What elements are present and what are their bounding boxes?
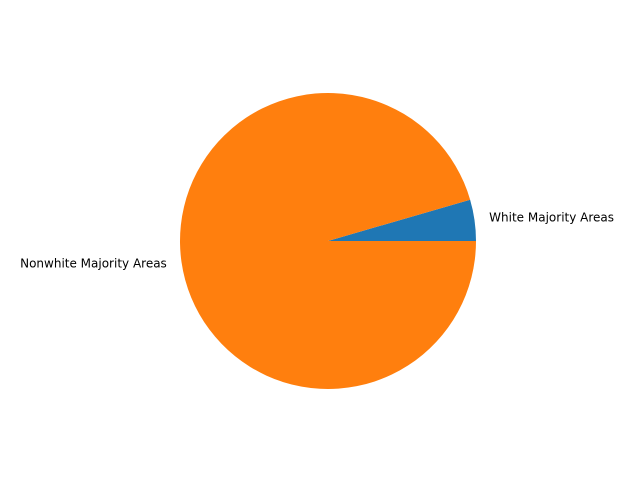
pie-slice-nonwhite-majority-areas xyxy=(180,92,476,389)
pie-labels: White Majority Areas Nonwhite Majority Ar… xyxy=(20,211,614,271)
pie-slice-white-majority-areas xyxy=(328,199,476,241)
pie-label-white-majority-areas: White Majority Areas xyxy=(489,211,614,225)
pie-slices xyxy=(180,92,476,389)
pie-label-nonwhite-majority-areas: Nonwhite Majority Areas xyxy=(20,256,167,270)
